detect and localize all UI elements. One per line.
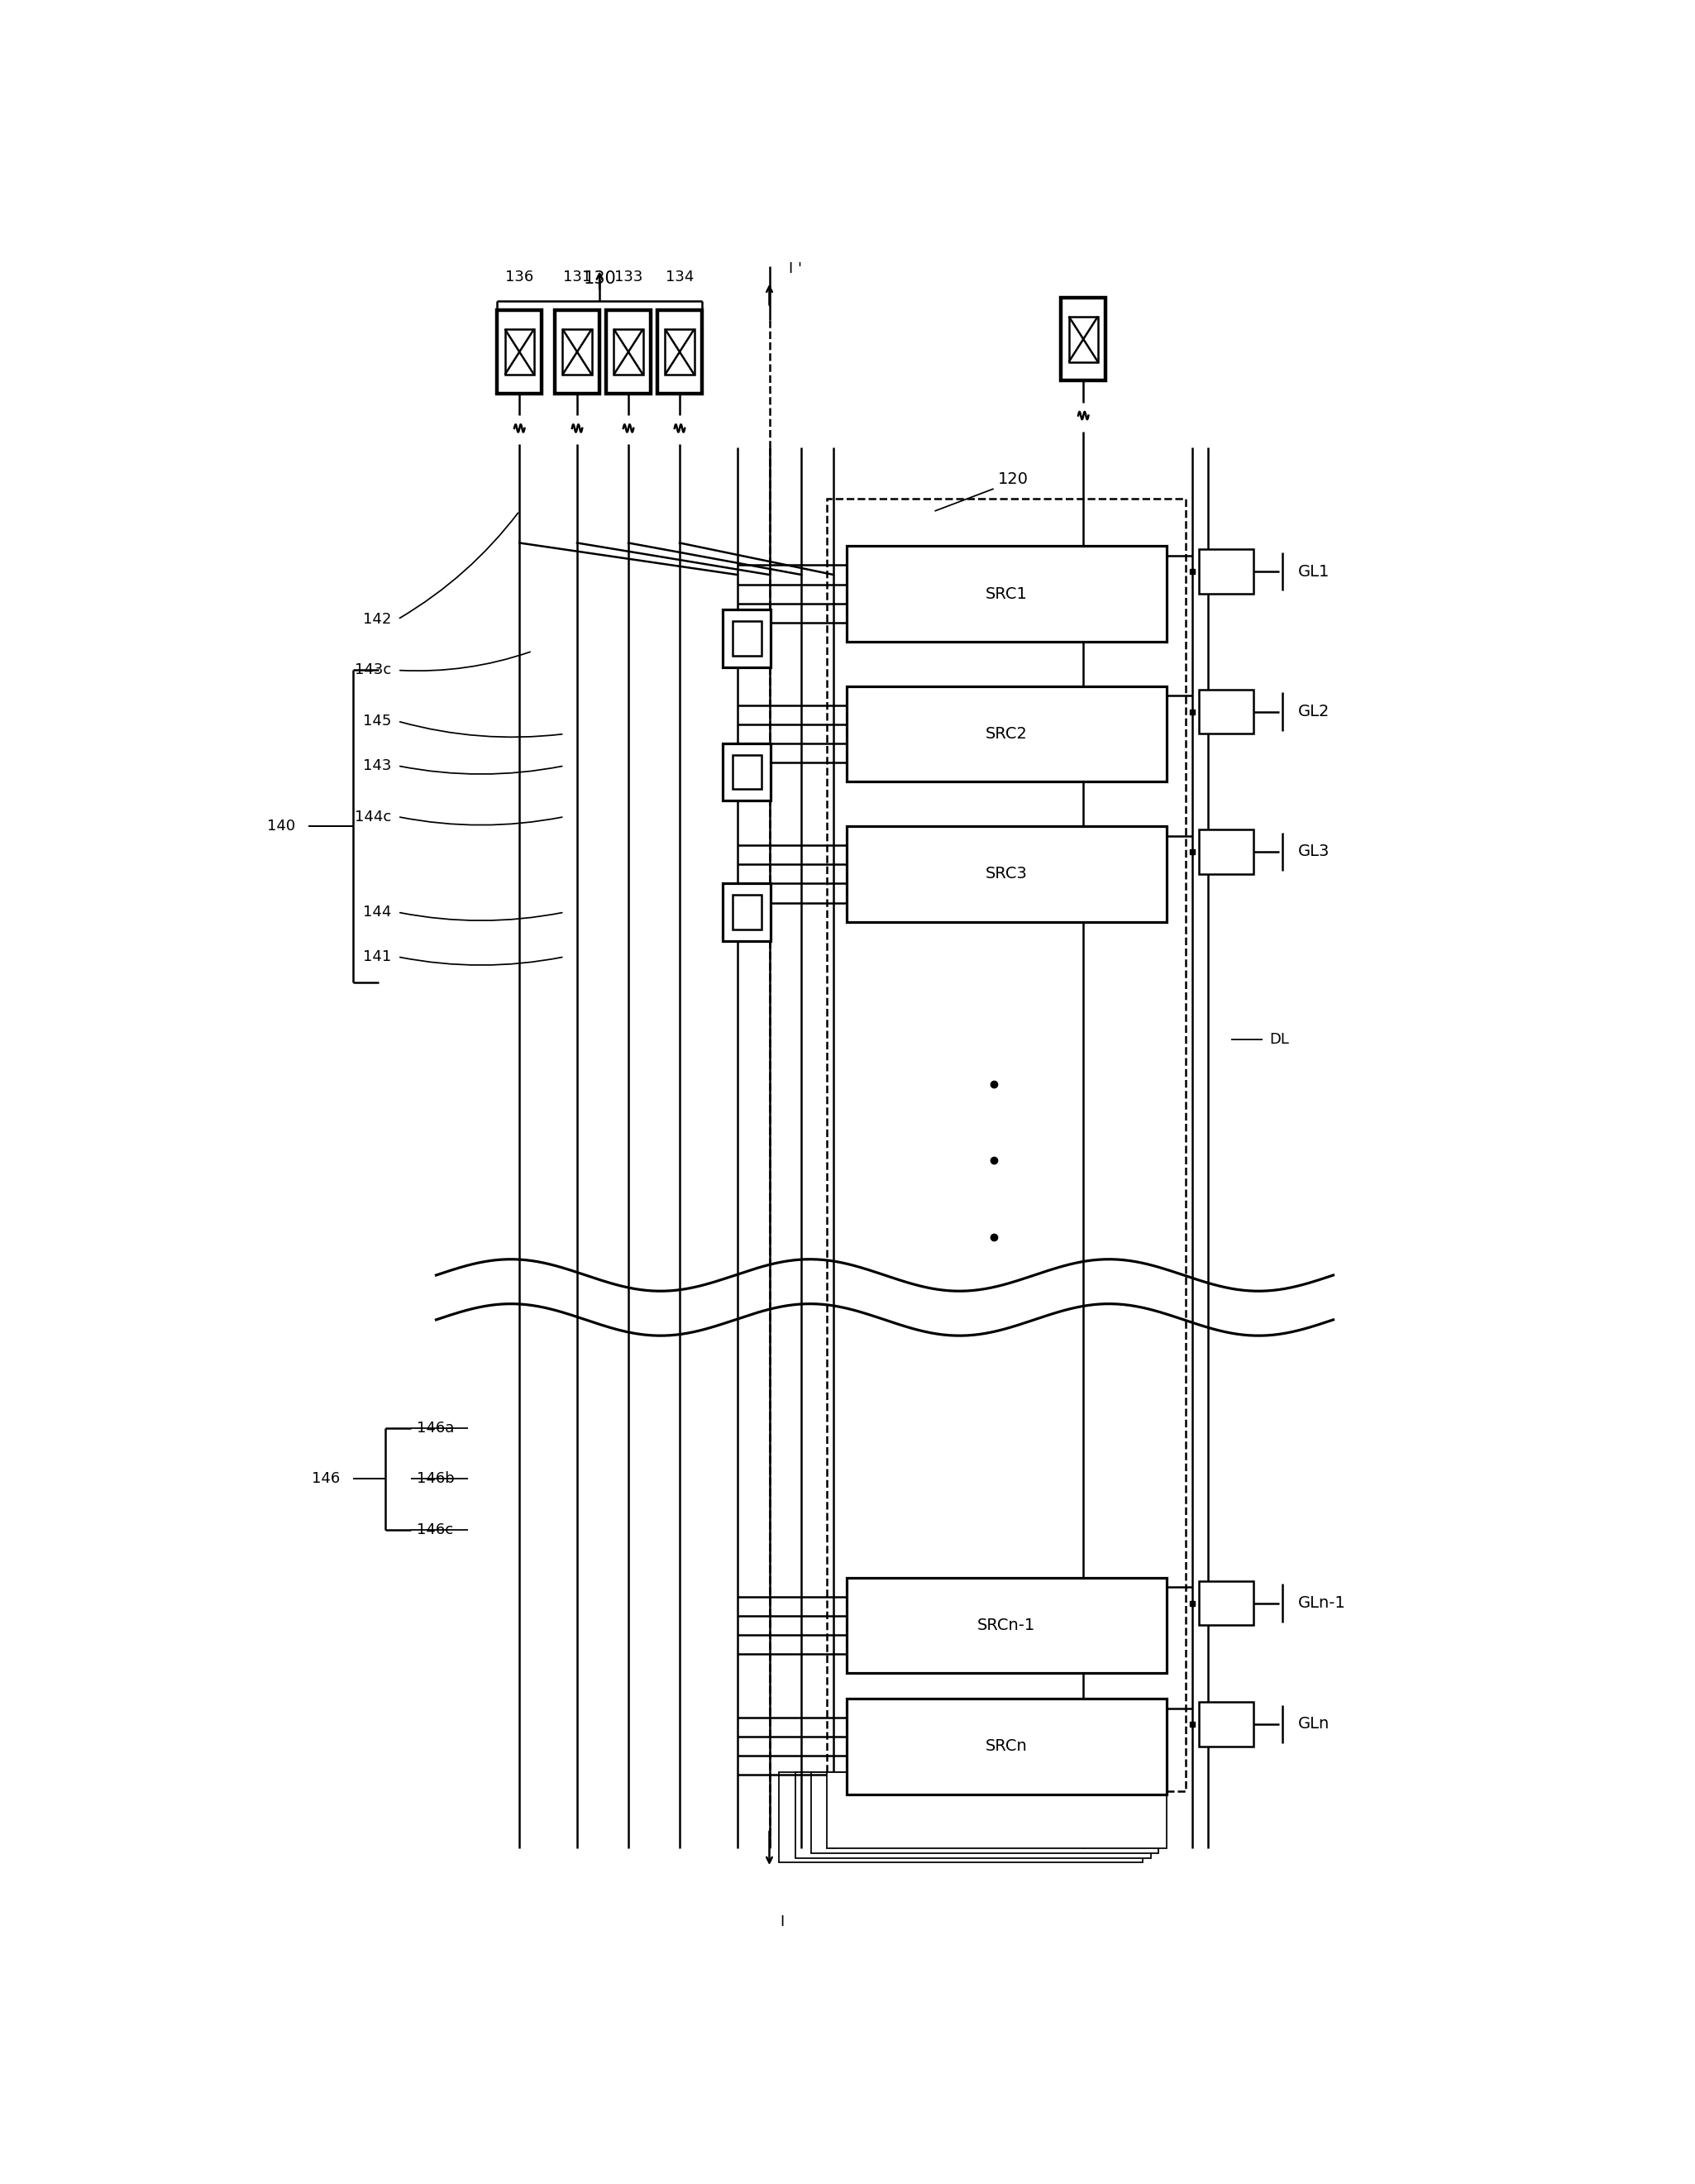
Text: 134: 134: [666, 271, 693, 284]
Bar: [827, 498, 1186, 1791]
Bar: [1198, 690, 1253, 734]
Text: GL1: GL1: [1298, 563, 1331, 579]
Bar: [846, 826, 1166, 922]
Bar: [497, 310, 542, 393]
Bar: [1198, 548, 1253, 594]
Bar: [810, 1771, 1159, 1852]
Text: DL: DL: [1270, 1033, 1288, 1046]
Text: SRC2: SRC2: [985, 725, 1027, 743]
Text: SRCn: SRCn: [985, 1738, 1027, 1754]
Text: 131: 131: [563, 271, 592, 284]
Bar: [1198, 1581, 1253, 1625]
Text: 142: 142: [363, 612, 392, 627]
Bar: [827, 1771, 1166, 1848]
Bar: [505, 330, 534, 376]
Bar: [607, 310, 651, 393]
Text: GL3: GL3: [1298, 843, 1331, 860]
Text: SRC1: SRC1: [985, 585, 1027, 601]
Bar: [1198, 830, 1253, 874]
Text: 144: 144: [363, 904, 392, 919]
Bar: [554, 310, 600, 393]
Text: GL2: GL2: [1298, 703, 1331, 719]
Bar: [1070, 317, 1098, 363]
Text: 133: 133: [614, 271, 642, 284]
Text: 145: 145: [363, 714, 392, 729]
Bar: [732, 895, 761, 930]
Text: 146: 146: [312, 1472, 341, 1487]
Text: 143c: 143c: [354, 662, 392, 677]
Bar: [722, 609, 771, 666]
Text: 140: 140: [268, 819, 295, 834]
Bar: [563, 330, 592, 376]
Text: 146c: 146c: [417, 1522, 454, 1538]
Text: 120: 120: [998, 472, 1029, 487]
Text: 144c: 144c: [354, 810, 392, 823]
Bar: [846, 686, 1166, 782]
Bar: [846, 546, 1166, 642]
Bar: [614, 330, 642, 376]
Bar: [846, 1699, 1166, 1793]
Bar: [846, 1577, 1166, 1673]
Text: 143: 143: [363, 758, 392, 773]
Bar: [722, 743, 771, 802]
Bar: [1198, 1701, 1253, 1747]
Bar: [732, 756, 761, 788]
Text: SRCn-1: SRCn-1: [978, 1618, 1036, 1634]
Text: SRC3: SRC3: [985, 867, 1027, 882]
Bar: [722, 885, 771, 941]
Text: GLn-1: GLn-1: [1298, 1594, 1346, 1612]
Text: 141: 141: [363, 950, 392, 963]
Text: I ': I ': [788, 262, 802, 277]
Text: 146a: 146a: [417, 1420, 454, 1435]
Text: 130: 130: [583, 271, 615, 286]
Text: 146b: 146b: [417, 1472, 454, 1487]
Text: GLn: GLn: [1298, 1717, 1329, 1732]
Bar: [732, 620, 761, 655]
Bar: [664, 330, 695, 376]
Bar: [1061, 297, 1105, 380]
Text: 136: 136: [505, 271, 534, 284]
Bar: [795, 1771, 1151, 1859]
Text: I: I: [780, 1913, 785, 1928]
Bar: [658, 310, 702, 393]
Bar: [780, 1771, 1142, 1863]
